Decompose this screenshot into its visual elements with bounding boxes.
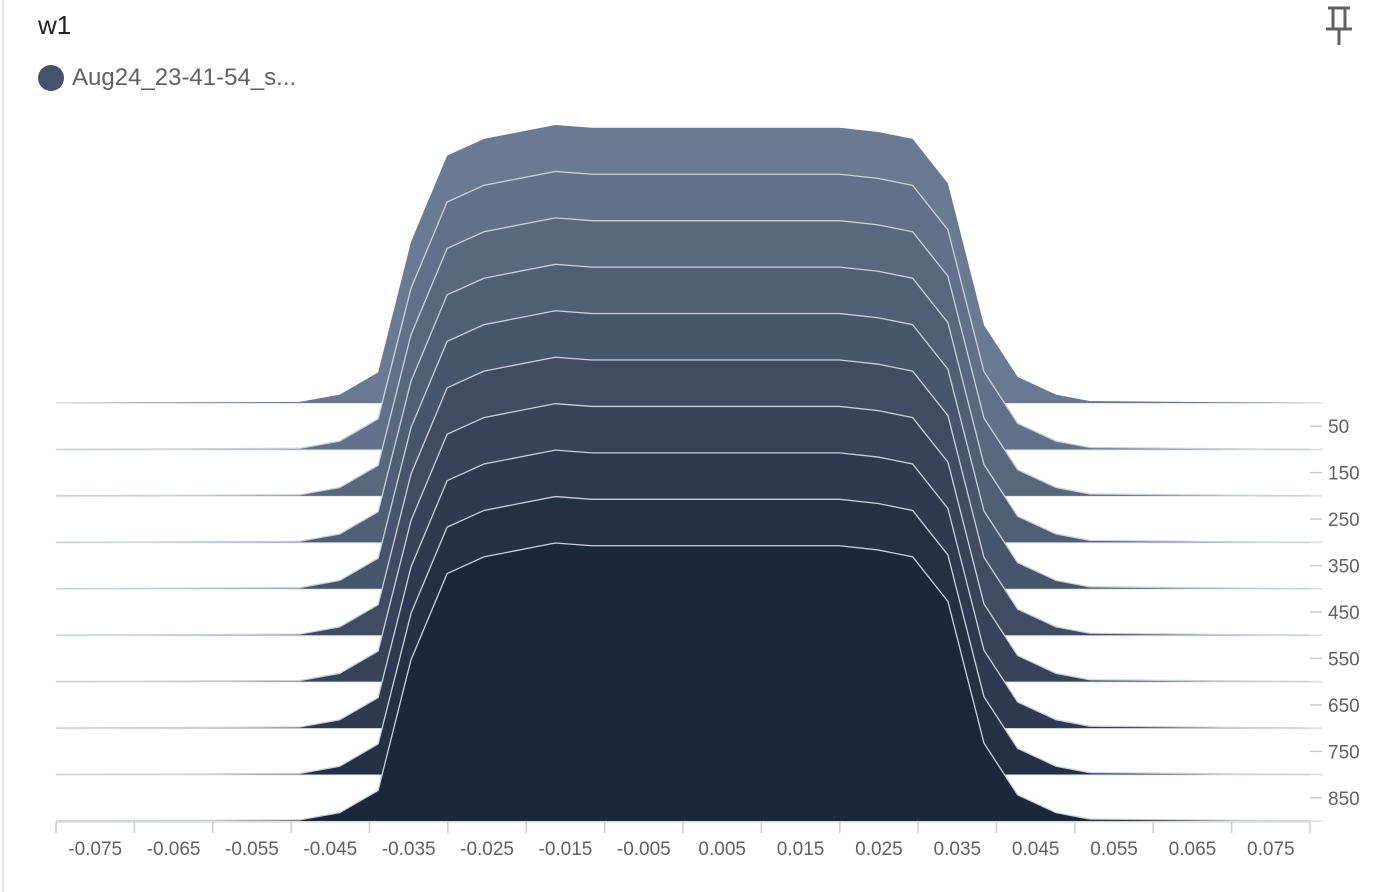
x-tick-label: 0.015 [777, 839, 825, 860]
slice-outline-step-700 [55, 449, 1311, 729]
step-tick-label: 850 [1328, 789, 1360, 810]
slice-outline-step-300 [55, 263, 1311, 543]
step-tick-label: 150 [1328, 464, 1360, 485]
slice-outline-step-900 [55, 542, 1311, 822]
step-tick-label: 250 [1328, 510, 1360, 531]
x-tick-label: -0.035 [382, 839, 436, 860]
x-tick-label: 0.075 [1247, 839, 1295, 860]
x-tick-label: 0.005 [698, 839, 746, 860]
x-tick-label: -0.005 [617, 839, 671, 860]
x-tick-label: 0.035 [934, 839, 982, 860]
slice-outline-step-500 [55, 356, 1311, 636]
slice-outline-step-600 [55, 403, 1311, 683]
slice-outline-step-800 [55, 495, 1311, 776]
x-tick-label: 0.045 [1012, 839, 1060, 860]
run-name: Aug24_23-41-54_s... [72, 64, 297, 91]
x-tick-label: -0.025 [460, 839, 514, 860]
x-tick-label: -0.045 [303, 839, 357, 860]
histogram-slice-step-900 [56, 543, 1310, 821]
step-tick-label: 350 [1328, 557, 1360, 578]
step-tick-label: 550 [1328, 649, 1360, 670]
slice-outline-step-100 [55, 170, 1311, 451]
step-tick-label: 50 [1328, 417, 1349, 438]
x-tick-label: 0.055 [1090, 839, 1138, 860]
slice-outline-step-400 [55, 310, 1311, 590]
x-tick-label: 0.025 [855, 839, 903, 860]
x-tick-label: -0.065 [147, 839, 201, 860]
step-tick-label: 650 [1328, 696, 1360, 717]
pin-icon[interactable] [1322, 4, 1356, 48]
legend: Aug24_23-41-54_s... [38, 64, 296, 92]
slice-outline-step-200 [55, 217, 1311, 497]
card-title: w1 [38, 10, 72, 40]
x-tick-label: -0.015 [539, 839, 593, 860]
x-tick-label: -0.075 [68, 839, 122, 860]
step-tick-label: 450 [1328, 603, 1360, 624]
run-color-dot [38, 65, 64, 91]
x-tick-label: 0.065 [1169, 839, 1217, 860]
step-tick-label: 750 [1328, 742, 1360, 763]
x-tick-label: -0.055 [225, 839, 279, 860]
